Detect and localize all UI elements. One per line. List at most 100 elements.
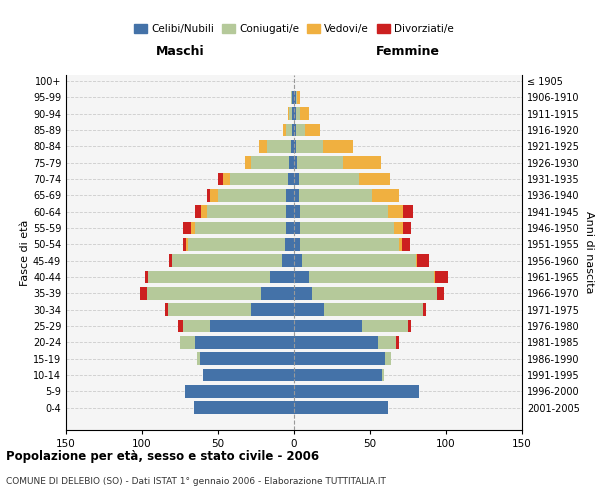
- Bar: [294, 140, 353, 153]
- Bar: [251, 156, 294, 169]
- Bar: [180, 336, 294, 348]
- Bar: [294, 270, 448, 283]
- Bar: [194, 401, 294, 414]
- Bar: [251, 303, 294, 316]
- Bar: [230, 172, 294, 186]
- Bar: [294, 108, 296, 120]
- Bar: [185, 385, 294, 398]
- Bar: [291, 91, 294, 104]
- Bar: [294, 91, 297, 104]
- Bar: [260, 287, 294, 300]
- Bar: [148, 270, 294, 283]
- Bar: [294, 270, 436, 283]
- Bar: [183, 320, 294, 332]
- Bar: [294, 401, 388, 414]
- Bar: [294, 385, 419, 398]
- Bar: [269, 270, 294, 283]
- Bar: [294, 124, 305, 136]
- Bar: [294, 172, 299, 186]
- Bar: [294, 140, 323, 153]
- Bar: [292, 91, 294, 104]
- Bar: [294, 91, 296, 104]
- Bar: [148, 270, 294, 283]
- Bar: [294, 368, 383, 381]
- Bar: [203, 368, 294, 381]
- Bar: [183, 320, 294, 332]
- Bar: [165, 303, 294, 316]
- Bar: [203, 368, 294, 381]
- Bar: [294, 238, 410, 250]
- Text: Popolazione per età, sesso e stato civile - 2006: Popolazione per età, sesso e stato civil…: [6, 450, 319, 463]
- Bar: [259, 140, 294, 153]
- Bar: [294, 385, 419, 398]
- Bar: [286, 222, 294, 234]
- Bar: [291, 91, 294, 104]
- Bar: [294, 287, 445, 300]
- Bar: [294, 189, 399, 202]
- Bar: [294, 124, 320, 136]
- Bar: [294, 401, 388, 414]
- Bar: [294, 189, 299, 202]
- Bar: [294, 140, 296, 153]
- Bar: [294, 222, 300, 234]
- Bar: [294, 368, 383, 381]
- Bar: [282, 254, 294, 267]
- Bar: [289, 156, 294, 169]
- Bar: [294, 320, 362, 332]
- Bar: [294, 222, 394, 234]
- Bar: [294, 124, 320, 136]
- Bar: [294, 303, 423, 316]
- Bar: [294, 222, 411, 234]
- Bar: [245, 156, 294, 169]
- Bar: [294, 189, 371, 202]
- Bar: [292, 124, 294, 136]
- Bar: [183, 238, 294, 250]
- Bar: [294, 189, 399, 202]
- Bar: [180, 336, 294, 348]
- Bar: [294, 336, 396, 348]
- Bar: [294, 108, 309, 120]
- Bar: [294, 303, 325, 316]
- Bar: [289, 108, 294, 120]
- Bar: [285, 238, 294, 250]
- Bar: [294, 124, 296, 136]
- Bar: [294, 206, 413, 218]
- Bar: [145, 270, 294, 283]
- Bar: [288, 108, 294, 120]
- Bar: [294, 206, 300, 218]
- Bar: [291, 140, 294, 153]
- Bar: [294, 108, 300, 120]
- Bar: [294, 91, 300, 104]
- Bar: [294, 140, 353, 153]
- Bar: [194, 401, 294, 414]
- Legend: Celibi/Nubili, Coniugati/e, Vedovi/e, Divorziati/e: Celibi/Nubili, Coniugati/e, Vedovi/e, Di…: [130, 20, 458, 38]
- Y-axis label: Anni di nascita: Anni di nascita: [584, 211, 593, 294]
- Bar: [172, 254, 294, 267]
- Bar: [218, 172, 294, 186]
- Bar: [294, 287, 312, 300]
- Bar: [208, 189, 294, 202]
- Bar: [294, 91, 300, 104]
- Bar: [294, 287, 437, 300]
- Bar: [208, 206, 294, 218]
- Bar: [146, 287, 294, 300]
- Bar: [291, 91, 294, 104]
- Bar: [294, 352, 391, 365]
- Bar: [211, 320, 294, 332]
- Bar: [195, 222, 294, 234]
- Y-axis label: Fasce di età: Fasce di età: [20, 220, 30, 286]
- Bar: [294, 385, 419, 398]
- Bar: [266, 140, 294, 153]
- Bar: [195, 336, 294, 348]
- Bar: [294, 336, 399, 348]
- Bar: [169, 254, 294, 267]
- Bar: [172, 254, 294, 267]
- Bar: [146, 287, 294, 300]
- Bar: [191, 222, 294, 234]
- Bar: [294, 156, 380, 169]
- Bar: [178, 320, 294, 332]
- Bar: [185, 385, 294, 398]
- Bar: [288, 172, 294, 186]
- Bar: [185, 385, 294, 398]
- Bar: [294, 320, 411, 332]
